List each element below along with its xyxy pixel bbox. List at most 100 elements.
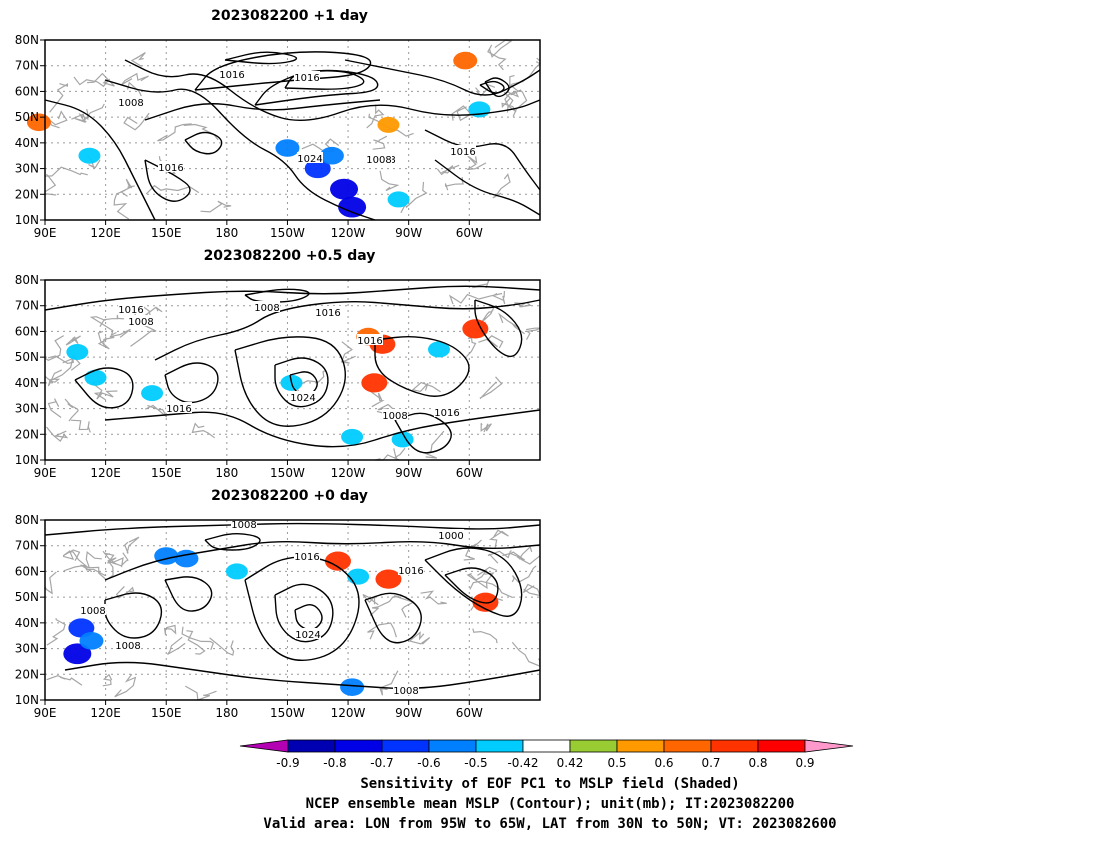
shading-patch xyxy=(330,178,359,200)
shading-patch xyxy=(63,643,92,665)
shading-patch xyxy=(341,428,364,445)
colorbar-label: -0.42 xyxy=(507,756,538,770)
map-frame xyxy=(44,279,541,461)
coastline-segment xyxy=(124,536,140,554)
coastline-segment xyxy=(492,173,511,199)
contour-label: 1008 xyxy=(366,155,391,166)
colorbar-label: 0.9 xyxy=(795,756,814,770)
coastline-segment xyxy=(209,637,235,656)
contour-label: 1016 xyxy=(219,70,244,81)
lon-label: 90E xyxy=(34,466,57,480)
shading-patch xyxy=(361,373,388,393)
map-frame xyxy=(44,519,541,701)
lat-label: 70N xyxy=(15,299,39,313)
contour-label: 1008 xyxy=(128,317,153,328)
coastline-segment xyxy=(120,178,135,197)
contour-label-bg xyxy=(294,550,320,561)
shading-patch xyxy=(338,196,367,218)
contour-label-bg xyxy=(80,604,106,615)
colorbar-label: -0.6 xyxy=(417,756,440,770)
panel-title: 2023082200 +1 day xyxy=(211,8,368,24)
shading-patch xyxy=(225,563,248,580)
shading-patch xyxy=(66,344,89,360)
lat-label: 30N xyxy=(15,402,39,416)
mslp-contour xyxy=(104,592,163,639)
shading-patch xyxy=(387,191,410,208)
contour-label-bg xyxy=(231,518,257,529)
shading-patch xyxy=(84,369,107,386)
contour-label: 1024 xyxy=(295,630,320,641)
map-frame xyxy=(44,39,541,221)
colorbar-label: -0.7 xyxy=(370,756,393,770)
colorbar-box xyxy=(428,739,477,753)
coastline-segment xyxy=(366,104,385,129)
map-panels: 2023082200 +1 day10161016100810081016102… xyxy=(15,8,542,720)
lat-label: 80N xyxy=(15,513,39,527)
lat-label: 60N xyxy=(15,564,39,578)
colorbar-box xyxy=(757,739,806,753)
coastline-segment xyxy=(488,529,509,548)
lon-label: 180 xyxy=(215,226,238,240)
contour-label-bg xyxy=(118,96,144,107)
contour-label: 1008 xyxy=(231,520,256,531)
coastline-segment xyxy=(70,419,91,433)
coastline-segment xyxy=(379,170,400,192)
coastline-segment xyxy=(130,51,146,67)
coastlines xyxy=(44,279,541,461)
lon-label: 120W xyxy=(331,226,366,240)
lon-label: 120E xyxy=(90,706,121,720)
lat-label: 70N xyxy=(15,59,39,73)
contour-label-bg xyxy=(393,684,419,695)
lon-label: 120W xyxy=(331,706,366,720)
lat-label: 50N xyxy=(15,110,39,124)
map-background xyxy=(45,40,540,220)
mslp-contour xyxy=(374,335,470,397)
mslp-contour xyxy=(484,77,510,98)
colorbar-box xyxy=(522,739,571,753)
contour-label-bg xyxy=(450,145,476,156)
coastline-segment xyxy=(367,622,397,640)
lat-label: 20N xyxy=(15,427,39,441)
shading-patch xyxy=(174,549,199,568)
contour-label: 1016 xyxy=(118,305,143,316)
shading-patch xyxy=(319,146,344,165)
contour-label-bg xyxy=(158,161,184,172)
shading-patch xyxy=(453,51,478,70)
coastline-segment xyxy=(103,328,131,347)
coastline-segment xyxy=(62,549,81,561)
colorbar-label: 0.42 xyxy=(557,756,584,770)
colorbar-label: 0.6 xyxy=(654,756,673,770)
lon-label: 150W xyxy=(270,466,305,480)
lon-label: 150E xyxy=(151,226,182,240)
colorbar-box xyxy=(475,739,524,753)
lat-label: 50N xyxy=(15,350,39,364)
lat-label: 50N xyxy=(15,590,39,604)
coastline-segment xyxy=(502,545,533,560)
mslp-contour xyxy=(424,547,523,617)
coastline-segment xyxy=(102,673,113,687)
lat-label: 10N xyxy=(15,453,39,467)
coastline-segment xyxy=(157,123,192,142)
coastline-segment xyxy=(472,628,498,644)
lon-label: 60W xyxy=(456,466,483,480)
caption-line-3: Valid area: LON from 95W to 65W, LAT fro… xyxy=(263,816,837,832)
lon-label: 120E xyxy=(90,226,121,240)
lat-label: 40N xyxy=(15,136,39,150)
coastline-segment xyxy=(114,673,137,698)
contour-label-bg xyxy=(366,153,392,164)
mslp-contour xyxy=(44,285,541,311)
contour-labels: 10161016100810081016102410081016 xyxy=(118,68,476,174)
lon-label: 150E xyxy=(151,706,182,720)
mslp-contour xyxy=(74,367,134,409)
coastline-segment xyxy=(185,685,217,701)
mslp-contour xyxy=(479,80,505,94)
coastline-segment xyxy=(68,551,108,581)
coastline-segment xyxy=(466,155,487,171)
lon-label: 180 xyxy=(215,706,238,720)
contour-label: 1008 xyxy=(115,641,140,652)
coastline-segment xyxy=(65,335,81,346)
shading-patch xyxy=(427,341,450,358)
map-panel-2: 2023082200 +0 day10081016100010161008100… xyxy=(15,488,541,720)
